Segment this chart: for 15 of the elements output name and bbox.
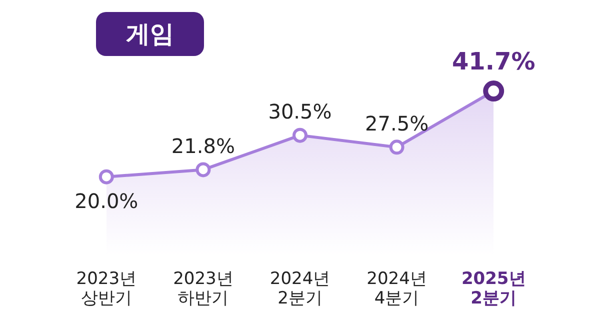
point (389, 140, 404, 155)
point (196, 162, 211, 178)
x-tick-label: 2023년 하반기 (173, 269, 234, 309)
data-label: 20.0% (74, 189, 138, 214)
x-tick-label: 2024년 2분기 (270, 269, 330, 309)
data-label: 41.7% (452, 47, 536, 76)
x-tick-label: 2023년 상반기 (76, 269, 137, 309)
data-label: 21.8% (171, 134, 235, 158)
chart-title: 게임 (96, 12, 204, 56)
data-label: 30.5% (268, 100, 332, 124)
point (98, 169, 114, 184)
x-tick-label: 2025년 2분기 (461, 269, 526, 309)
point (292, 128, 308, 143)
data-label: 27.5% (365, 111, 429, 136)
x-tick-label: 2024년 4분기 (366, 269, 427, 309)
